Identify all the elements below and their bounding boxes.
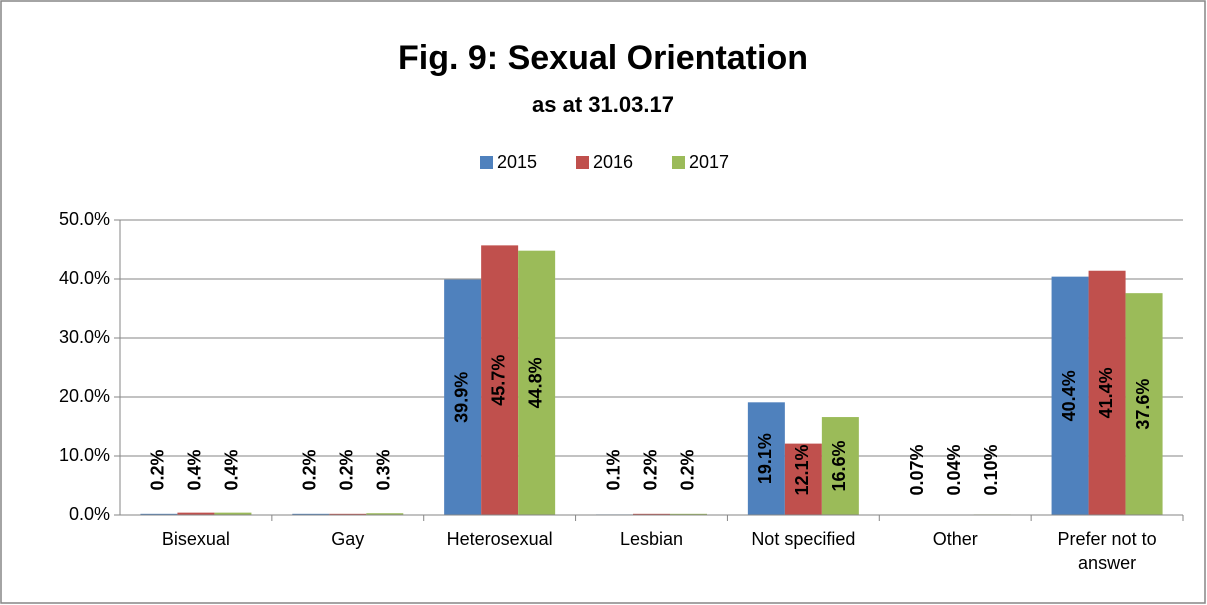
bar — [784, 443, 822, 515]
bar — [366, 513, 404, 515]
data-label: 0.2% — [677, 449, 697, 490]
data-label: 0.2% — [148, 449, 168, 490]
bar — [747, 402, 785, 515]
legend-swatch — [480, 156, 493, 169]
bar — [1051, 276, 1089, 515]
legend-label: 2016 — [593, 152, 633, 172]
x-tick-label: Not specified — [751, 529, 856, 549]
data-label: 0.4% — [222, 449, 242, 490]
x-tick-label: Bisexual — [161, 529, 230, 549]
chart-subtitle: as at 31.03.17 — [532, 92, 674, 117]
y-tick-label: 10.0% — [59, 445, 110, 465]
data-label: 0.04% — [944, 444, 964, 495]
bar — [329, 513, 367, 515]
bar — [140, 513, 178, 515]
bar — [633, 513, 670, 515]
data-label: 12.1% — [792, 444, 812, 495]
chart-title: Fig. 9: Sexual Orientation — [398, 39, 808, 77]
x-tick-label: Other — [932, 529, 978, 549]
bar — [670, 513, 707, 515]
legend-swatch — [672, 156, 685, 169]
data-label: 16.6% — [829, 441, 849, 492]
x-tick-label: Prefer not to answer — [1057, 529, 1157, 573]
bar — [821, 417, 859, 515]
data-label: 0.10% — [981, 444, 1001, 495]
bar — [177, 512, 215, 515]
legend-label: 2015 — [497, 152, 537, 172]
legend-swatch — [576, 156, 589, 169]
bar — [214, 512, 252, 515]
bar — [292, 513, 330, 515]
data-label: 0.4% — [185, 449, 205, 490]
data-label: 0.1% — [603, 449, 623, 490]
data-label: 0.07% — [907, 444, 927, 495]
y-tick-label: 0.0% — [69, 504, 110, 524]
y-tick-label: 20.0% — [59, 386, 110, 406]
data-label: 40.4% — [1059, 370, 1079, 421]
data-label: 0.2% — [337, 449, 357, 490]
data-label: 0.3% — [374, 449, 394, 490]
data-label: 37.6% — [1133, 379, 1153, 430]
x-tick-label: Heterosexual — [446, 529, 553, 549]
data-label: 19.1% — [755, 433, 775, 484]
data-label: 0.2% — [300, 449, 320, 490]
data-label: 45.7% — [488, 355, 508, 406]
y-tick-label: 50.0% — [59, 209, 110, 229]
data-label: 39.9% — [451, 372, 471, 423]
bar — [1125, 293, 1163, 515]
data-label: 0.2% — [640, 449, 660, 490]
y-tick-label: 40.0% — [59, 268, 110, 288]
legend-label: 2017 — [689, 152, 729, 172]
bar — [518, 250, 556, 515]
bar — [481, 245, 519, 515]
bar — [444, 279, 482, 515]
x-tick-label: Gay — [331, 529, 365, 549]
data-label: 41.4% — [1096, 367, 1116, 418]
bar — [1088, 270, 1126, 515]
data-label: 44.8% — [525, 357, 545, 408]
x-tick-label: Lesbian — [619, 529, 684, 549]
y-tick-label: 30.0% — [59, 327, 110, 347]
